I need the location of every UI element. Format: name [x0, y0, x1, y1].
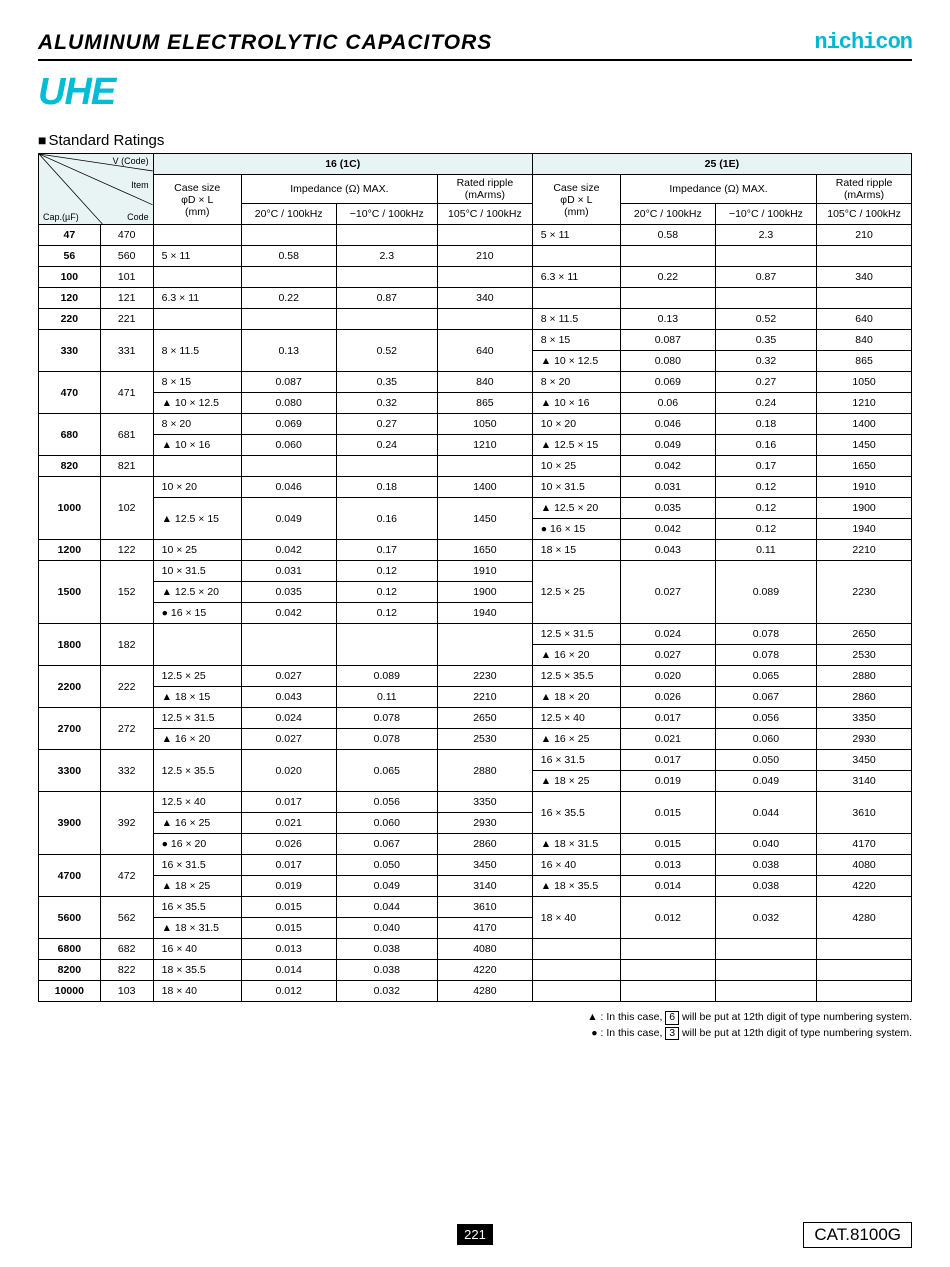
catalog-code: CAT.8100G — [803, 1222, 912, 1248]
series-code: UHE — [38, 71, 912, 114]
page-footer: 221 CAT.8100G — [0, 1224, 950, 1245]
brand-logo: nichicon — [814, 30, 912, 55]
footnote-dot: ● : In this case, 3 will be put at 12th … — [38, 1026, 912, 1042]
doc-title: ALUMINUM ELECTROLYTIC CAPACITORS — [38, 31, 492, 55]
footnote-tri: ▲ : In this case, 6 will be put at 12th … — [38, 1010, 912, 1026]
section-title: Standard Ratings — [38, 132, 912, 149]
ratings-table: V (Code)ItemCap.(µF)Code 16 (1C) 25 (1E)… — [38, 153, 912, 1002]
page-number: 221 — [457, 1224, 493, 1245]
page-header: ALUMINUM ELECTROLYTIC CAPACITORS nichico… — [38, 30, 912, 61]
footnotes: ▲ : In this case, 6 will be put at 12th … — [38, 1010, 912, 1042]
